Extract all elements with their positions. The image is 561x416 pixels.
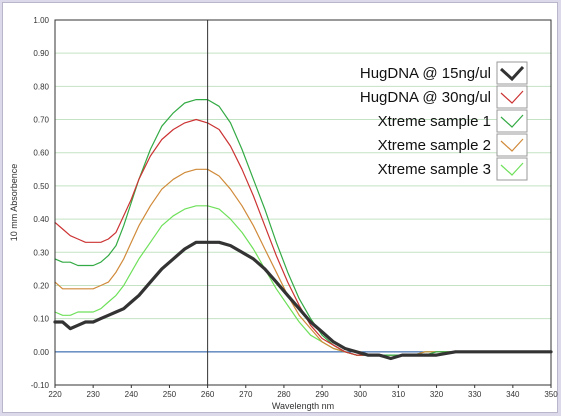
legend-swatch-line <box>500 162 524 176</box>
chart-frame: -0.10 0.00 0.10 0.20 0.30 0.40 0.50 0.60 0.70 0.8… <box>2 2 558 413</box>
y-tick-label: 0.00 <box>33 348 49 357</box>
y-tick-label: -0.10 <box>31 381 50 390</box>
legend-swatch-box <box>496 133 528 157</box>
gridlines <box>55 52 551 353</box>
series-lines <box>53 98 553 361</box>
legend-label: Xtreme sample 2 <box>378 137 491 154</box>
y-tick-label: 1.00 <box>33 16 49 25</box>
x-tick-label: 280 <box>277 390 291 399</box>
y-axis-label: 10 mm Absorbence <box>9 164 19 242</box>
x-tick-label: 250 <box>163 390 177 399</box>
legend-label: Xtreme sample 1 <box>378 113 491 130</box>
x-tick-label: 350 <box>544 390 558 399</box>
y-tick-label: 0.30 <box>33 248 49 257</box>
y-tick-label: 0.80 <box>33 82 49 91</box>
series-line-xtreme-sample-2 <box>54 168 552 356</box>
plot-area-border <box>54 19 552 386</box>
legend-label: HugDNA @ 30ng/ul <box>360 89 491 106</box>
x-tick-label: 310 <box>392 390 406 399</box>
x-tick-label: 330 <box>468 390 482 399</box>
y-tick-label: 0.10 <box>33 315 49 324</box>
x-tick-label: 230 <box>86 390 100 399</box>
x-axis-label: Wavelength nm <box>272 401 334 411</box>
legend: HugDNA @ 15ng/ul HugDNA @ 30ng/ul Xtreme s… <box>360 61 528 181</box>
legend-label: Xtreme sample 3 <box>378 161 491 178</box>
series-line-hugdna-30ng-ul <box>54 118 552 360</box>
legend-swatch-line <box>500 138 524 152</box>
y-tick-label: 0.40 <box>33 215 49 224</box>
x-tick-label: 270 <box>239 390 253 399</box>
y-tick-label: 0.90 <box>33 49 49 58</box>
y-tick-labels: -0.10 0.00 0.10 0.20 0.30 0.40 0.50 0.60 0.70 0.8… <box>31 16 50 390</box>
legend-swatch-box <box>496 157 528 181</box>
legend-swatch-box <box>496 85 528 109</box>
legend-swatch-line <box>500 90 524 104</box>
y-tick-label: 0.70 <box>33 116 49 125</box>
x-tick-labels: 220 230 240 250 260 270 280 290 300 310 320 330 340 3… <box>48 385 558 399</box>
legend-swatch-box <box>496 61 528 85</box>
series-line-hugdna-15ng-ul <box>53 240 553 361</box>
x-tick-label: 300 <box>354 390 368 399</box>
x-tick-label: 220 <box>48 390 62 399</box>
x-tick-label: 320 <box>430 390 444 399</box>
x-tick-label: 340 <box>506 390 520 399</box>
absorbance-chart: -0.10 0.00 0.10 0.20 0.30 0.40 0.50 0.60 0.70 0.8… <box>9 16 558 411</box>
legend-label: HugDNA @ 15ng/ul <box>360 65 491 82</box>
x-tick-label: 260 <box>201 390 215 399</box>
y-tick-label: 0.20 <box>33 281 49 290</box>
x-tick-label: 290 <box>315 390 329 399</box>
y-tick-label: 0.50 <box>33 182 49 191</box>
series-line-xtreme-sample-3 <box>54 205 552 356</box>
legend-swatch-box <box>496 109 528 133</box>
y-tick-label: 0.60 <box>33 149 49 158</box>
x-tick-label: 240 <box>125 390 139 399</box>
legend-swatch-line <box>500 114 524 128</box>
legend-swatch-line <box>499 65 525 82</box>
